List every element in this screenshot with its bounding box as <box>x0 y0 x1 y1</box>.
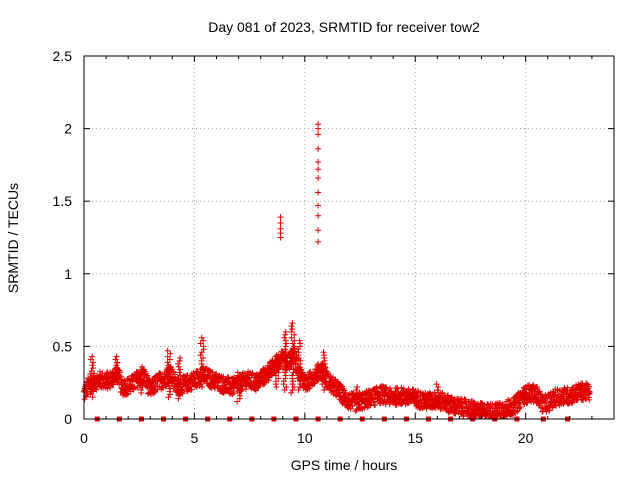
y-tick-label: 1.5 <box>53 193 73 209</box>
x-axis-label: GPS time / hours <box>291 457 398 473</box>
y-tick-label: 2 <box>64 121 72 137</box>
grid-lines <box>84 56 614 419</box>
x-tick-label: 20 <box>518 430 534 446</box>
x-tick-label: 10 <box>297 430 313 446</box>
x-tick-label: 5 <box>191 430 199 446</box>
srmtid-points <box>80 121 593 420</box>
x-tick-label: 0 <box>80 430 88 446</box>
x-tick-label: 15 <box>407 430 423 446</box>
y-tick-label: 2.5 <box>53 48 73 64</box>
chart-title: Day 081 of 2023, SRMTID for receiver tow… <box>208 19 480 35</box>
data-series <box>80 121 593 422</box>
y-axis-label: SRMTID / TECUs <box>5 183 21 293</box>
y-tick-label: 0.5 <box>53 338 73 354</box>
plot-frame <box>83 55 615 420</box>
axis-ticks: 0 5 10 15 20 0 0.5 1 1.5 2 2.5 <box>53 48 614 446</box>
y-tick-label: 1 <box>64 266 72 282</box>
y-tick-label: 0 <box>64 411 72 427</box>
